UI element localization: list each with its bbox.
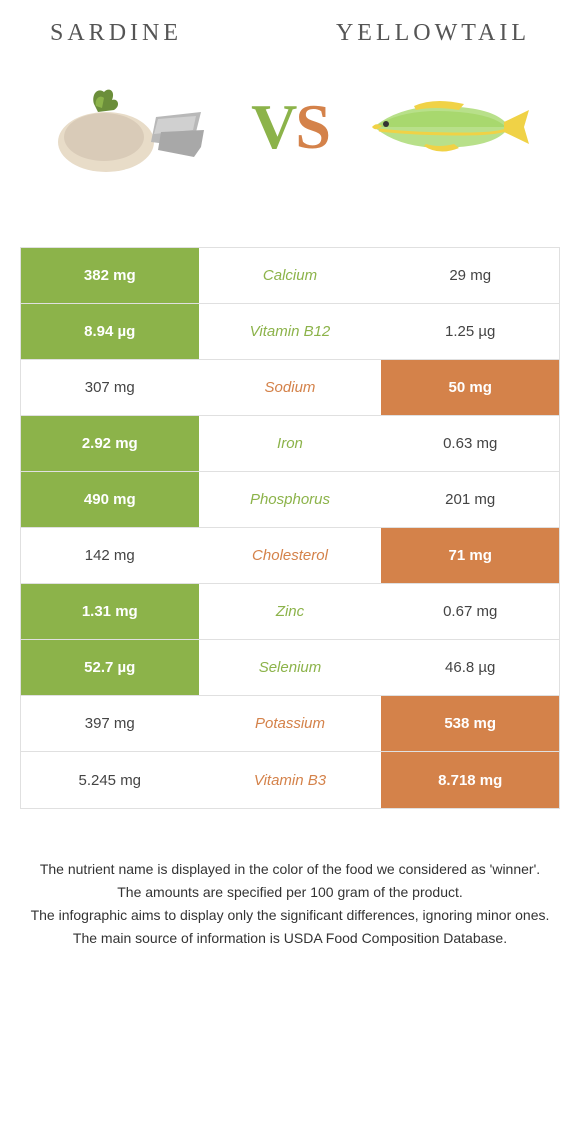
right-value: 0.67 mg [381,584,559,639]
nutrient-table: 382 mgCalcium29 mg8.94 µgVitamin B121.25… [20,247,560,809]
table-row: 8.94 µgVitamin B121.25 µg [21,304,559,360]
nutrient-label: Iron [199,416,382,471]
header-row: Sardine Yellowtail [20,20,560,47]
vs-row: VS [20,67,560,187]
vs-label: VS [251,90,329,164]
table-row: 382 mgCalcium29 mg [21,248,559,304]
nutrient-label: Cholesterol [199,528,382,583]
left-value: 490 mg [21,472,199,527]
footnotes: The nutrient name is displayed in the co… [20,859,560,949]
sardine-illustration [41,67,221,187]
table-row: 490 mgPhosphorus201 mg [21,472,559,528]
table-row: 5.245 mgVitamin B38.718 mg [21,752,559,808]
left-value: 8.94 µg [21,304,199,359]
left-value: 5.245 mg [21,752,199,808]
left-food-title: Sardine [50,20,182,47]
right-value: 50 mg [381,360,559,415]
table-row: 1.31 mgZinc0.67 mg [21,584,559,640]
yellowtail-illustration [359,67,539,187]
nutrient-label: Vitamin B3 [199,752,382,808]
left-value: 382 mg [21,248,199,303]
right-value: 71 mg [381,528,559,583]
vs-v-letter: V [251,91,295,162]
left-value: 2.92 mg [21,416,199,471]
footnote-line: The amounts are specified per 100 gram o… [30,882,550,903]
right-value: 0.63 mg [381,416,559,471]
left-value: 397 mg [21,696,199,751]
right-food-title: Yellowtail [336,20,530,47]
nutrient-label: Potassium [199,696,382,751]
nutrient-label: Vitamin B12 [199,304,382,359]
right-value: 1.25 µg [381,304,559,359]
right-value: 8.718 mg [381,752,559,808]
nutrient-label: Zinc [199,584,382,639]
table-row: 397 mgPotassium538 mg [21,696,559,752]
footnote-line: The infographic aims to display only the… [30,905,550,926]
table-row: 142 mgCholesterol71 mg [21,528,559,584]
table-row: 307 mgSodium50 mg [21,360,559,416]
right-value: 46.8 µg [381,640,559,695]
left-value: 52.7 µg [21,640,199,695]
left-value: 142 mg [21,528,199,583]
left-value: 307 mg [21,360,199,415]
nutrient-label: Sodium [199,360,382,415]
footnote-line: The main source of information is USDA F… [30,928,550,949]
right-value: 29 mg [381,248,559,303]
table-row: 2.92 mgIron0.63 mg [21,416,559,472]
right-value: 538 mg [381,696,559,751]
footnote-line: The nutrient name is displayed in the co… [30,859,550,880]
nutrient-label: Calcium [199,248,382,303]
table-row: 52.7 µgSelenium46.8 µg [21,640,559,696]
left-value: 1.31 mg [21,584,199,639]
right-value: 201 mg [381,472,559,527]
nutrient-label: Selenium [199,640,382,695]
nutrient-label: Phosphorus [199,472,382,527]
vs-s-letter: S [295,91,329,162]
